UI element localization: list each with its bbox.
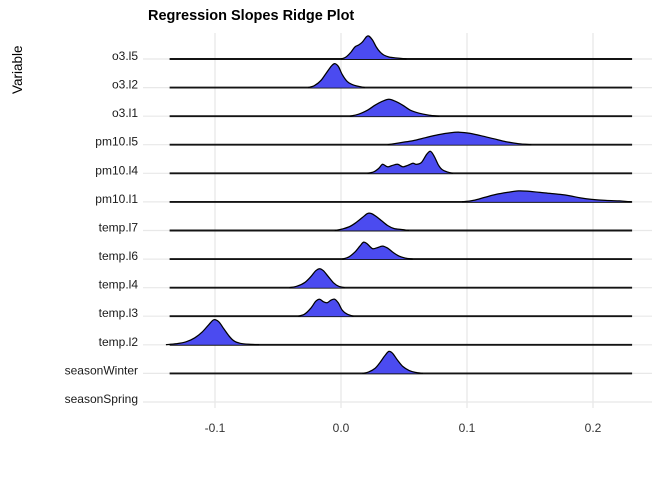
density-outline-pm10.l1 (461, 190, 631, 203)
density-fill-pm10.l5 (387, 132, 532, 145)
density-outline-temp.l4 (289, 268, 345, 289)
row-label-temp.l4: temp.l4 (99, 278, 139, 292)
density-outline-temp.l3 (298, 298, 354, 317)
density-outline-temp.l6 (342, 241, 413, 260)
x-tick-label--0.1: -0.1 (205, 421, 226, 435)
density-outline-o3.l2 (308, 62, 366, 89)
density-fill-temp.l3 (298, 299, 354, 317)
density-outline-temp.l2 (165, 319, 260, 346)
density-fill-o3.l1 (349, 99, 440, 117)
row-label-temp.l6: temp.l6 (99, 249, 139, 263)
row-label-pm10.l5: pm10.l5 (95, 135, 138, 149)
row-label-temp.l2: temp.l2 (99, 335, 139, 349)
row-label-seasonSpring: seasonSpring (65, 392, 138, 406)
row-label-temp.l3: temp.l3 (99, 306, 139, 320)
density-fill-seasonWinter (362, 351, 423, 374)
density-fill-temp.l2 (165, 319, 260, 345)
density-outline-seasonWinter (362, 350, 423, 375)
density-outline-o3.l1 (349, 98, 440, 117)
x-tick-label-0.1: 0.1 (459, 421, 476, 435)
y-axis-title: Variable (10, 45, 25, 95)
row-label-o3.l5: o3.l5 (112, 49, 138, 63)
row-label-o3.l2: o3.l2 (112, 78, 138, 92)
row-label-pm10.l4: pm10.l4 (95, 163, 138, 177)
row-label-temp.l7: temp.l7 (99, 221, 139, 235)
density-fill-temp.l6 (342, 242, 413, 260)
x-tick-label-0.2: 0.2 (585, 421, 602, 435)
density-outline-temp.l7 (334, 212, 410, 232)
row-label-o3.l1: o3.l1 (112, 106, 138, 120)
row-label-seasonWinter: seasonWinter (65, 363, 138, 377)
density-outline-pm10.l4 (367, 150, 454, 174)
density-fill-temp.l4 (289, 268, 345, 288)
density-fill-temp.l7 (334, 213, 409, 231)
density-outline-pm10.l5 (387, 131, 532, 146)
density-outline-o3.l5 (340, 35, 407, 60)
density-fill-o3.l2 (308, 63, 365, 88)
density-fill-o3.l5 (341, 35, 407, 59)
x-tick-label-0.0: 0.0 (333, 421, 350, 435)
chart-title: Regression Slopes Ridge Plot (148, 8, 355, 24)
density-fill-pm10.l4 (367, 151, 454, 174)
row-label-pm10.l1: pm10.l1 (95, 192, 138, 206)
